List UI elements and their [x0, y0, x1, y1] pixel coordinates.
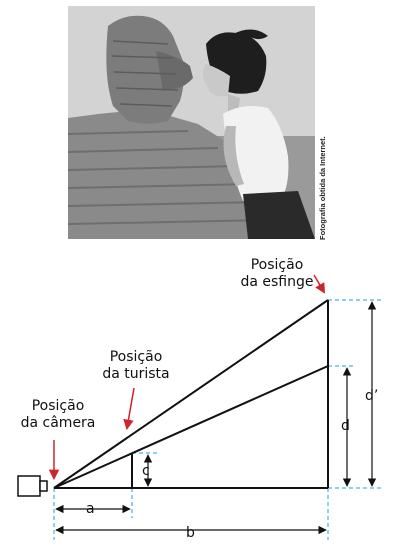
label-camera: Posição da câmera: [8, 398, 108, 432]
label-camera-line2: da câmera: [20, 415, 96, 431]
dim-dprime-label: d’: [365, 388, 378, 404]
triangle-lines: [53, 299, 329, 489]
sphinx-tourist-photo: [68, 6, 315, 239]
label-esfinge-line2: da esfinge: [240, 274, 314, 290]
dim-d-label: d: [341, 418, 350, 434]
line-to-sphinx-mouth: [53, 365, 329, 489]
red-arrows: [48, 274, 326, 481]
camera-icon: [17, 475, 48, 497]
dim-b-label: b: [186, 525, 195, 541]
arrow-turista: [123, 387, 135, 431]
dimension-arrows: [55, 301, 377, 535]
photo-illustration: [68, 6, 315, 239]
guide-lines: [53, 299, 382, 540]
label-esfinge-line1: Posição: [250, 257, 304, 273]
dim-a-label: a: [86, 501, 95, 517]
label-turista-line1: Posição: [109, 349, 163, 365]
label-turista-line2: da turista: [102, 366, 170, 382]
label-turista: Posição da turista: [86, 349, 186, 383]
label-esfinge: Posição da esfinge: [222, 257, 332, 291]
label-camera-line1: Posição: [31, 398, 85, 414]
dim-c-label: c: [142, 463, 150, 479]
line-to-sphinx-top: [53, 299, 329, 489]
arrow-esfinge: [313, 274, 326, 294]
